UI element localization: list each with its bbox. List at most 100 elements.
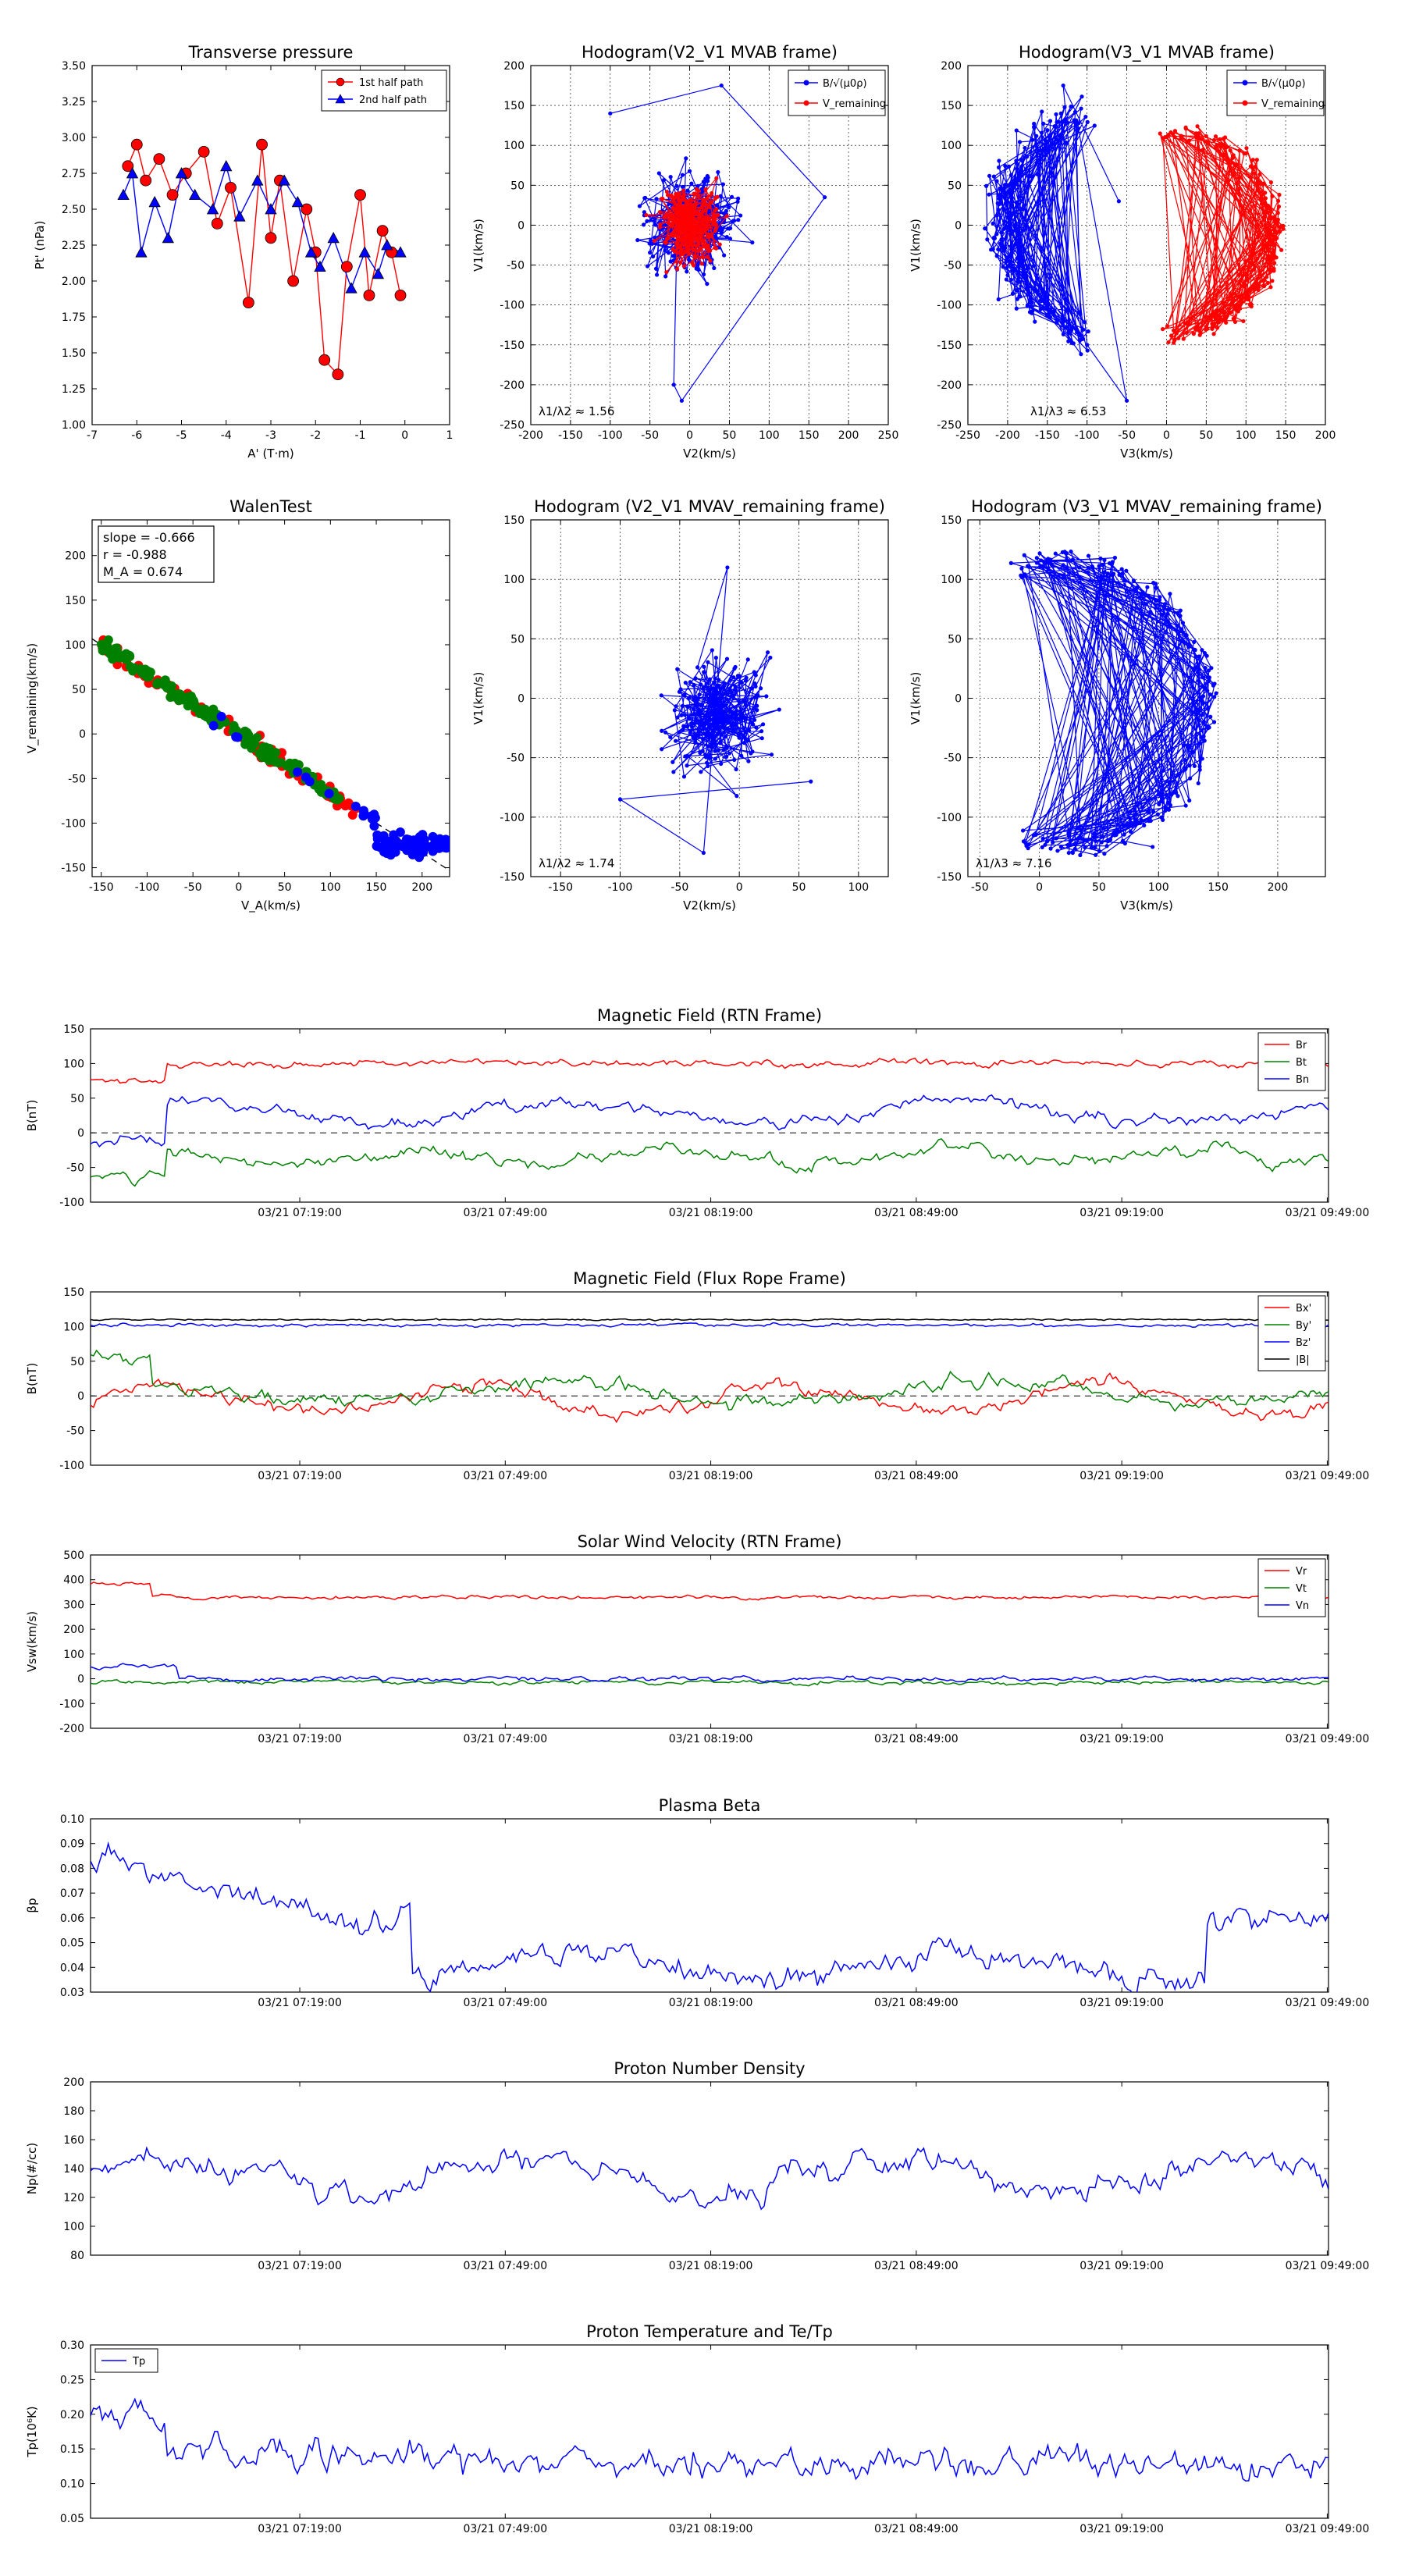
series-v-remaining-point [1019, 573, 1023, 578]
series-v-remaining-point [1211, 332, 1216, 336]
series-v-remaining-point [1090, 564, 1094, 569]
series-b-alfven-point [1037, 283, 1042, 287]
series-b-alfven-point [663, 274, 668, 279]
series-v-remaining-point [1174, 331, 1179, 336]
series-v-remaining-point [1186, 745, 1191, 750]
series-b-alfven-point [1116, 199, 1121, 204]
walen-point [194, 705, 204, 715]
series-v-remaining-point [681, 774, 687, 779]
walen-point [189, 696, 199, 706]
series-v-remaining-point [1166, 340, 1171, 345]
series-b-alfven-point [1069, 104, 1073, 109]
series-v-remaining-point [724, 754, 729, 759]
series-b-alfven-point [1044, 305, 1049, 310]
series-v-remaining-point [1272, 254, 1277, 259]
series-v-remaining-point [1078, 852, 1083, 858]
y-tick-label: 50 [70, 1356, 84, 1368]
y-tick-label: -50 [507, 753, 525, 765]
series-b-alfven-point [719, 230, 724, 235]
series-b-alfven-point [1048, 315, 1052, 320]
series-v-remaining-point [1086, 565, 1091, 570]
series-v-remaining-point [1196, 781, 1200, 786]
y-tick-label: 1.50 [62, 347, 86, 360]
series-v-remaining-point [1083, 845, 1087, 850]
x-tick-label: 50 [1092, 881, 1106, 894]
series-b-alfven-point [653, 222, 658, 227]
series-v-remaining-point [1094, 838, 1098, 844]
series-v-remaining-point [693, 712, 698, 717]
series-b-alfven-point [705, 282, 710, 286]
series-v-remaining-point [1188, 776, 1193, 781]
walen-point [143, 666, 153, 676]
series-b-alfven-point [706, 175, 710, 180]
y-tick-label: 100 [941, 574, 962, 586]
legend-marker [336, 77, 345, 87]
series-v-remaining-point [693, 254, 698, 259]
series-v-remaining-point [1102, 557, 1107, 563]
series-v-remaining-point [714, 697, 720, 702]
series-v-remaining-point [1268, 267, 1272, 272]
series-b-alfven-point [1006, 164, 1012, 169]
series-v-remaining-point [746, 759, 751, 763]
series-v-remaining-point [1237, 148, 1242, 153]
stats-line: slope = -0.666 [103, 530, 195, 545]
series-b-alfven-point [680, 173, 685, 177]
series-v-remaining-point [701, 850, 706, 856]
series-b-alfven-point [651, 254, 656, 259]
series-v-remaining-point [1264, 226, 1269, 232]
series-v-remaining-point [674, 210, 680, 215]
series-v-remaining-point [1183, 126, 1188, 131]
series-v-remaining-point [733, 688, 738, 692]
series-v-remaining-point [1180, 621, 1186, 625]
series-v-remaining-point [682, 713, 687, 717]
series-v-remaining-point [1272, 261, 1277, 265]
chart-mag_fr: 03/21 07:19:00 03/21 07:49:00 03/21 08:19:… [25, 1269, 1369, 1482]
x-tick-label: 03/21 09:49:00 [1286, 1733, 1370, 1745]
series-v-remaining-point [711, 696, 716, 701]
series-v-remaining-point [713, 700, 718, 706]
series-v-remaining-point [1078, 835, 1083, 840]
series-b-alfven-point [736, 218, 741, 222]
y-tick-label: 100 [65, 639, 86, 652]
series-v-remaining-point [674, 191, 678, 196]
series-v-remaining-point [702, 215, 707, 221]
series-b-alfven-point [719, 83, 724, 88]
series-v-remaining-point [1214, 691, 1218, 696]
series-v-remaining-point [1069, 550, 1073, 554]
series-b-alfven-point [653, 266, 659, 271]
series-v-remaining-point [684, 229, 688, 235]
chart-mag_rtn: 03/21 07:19:00 03/21 07:49:00 03/21 08:19:… [25, 1006, 1369, 1219]
series-b-alfven-point [670, 254, 675, 258]
series-b-alfven-point [1002, 195, 1007, 200]
series-v-remaining-point [1129, 820, 1134, 825]
y-tick-label: -200 [500, 379, 525, 392]
series-v-remaining-point [1235, 162, 1240, 167]
series-b-alfven-point [642, 210, 647, 215]
series-v-remaining-point [681, 264, 686, 269]
series-v-remaining-point [702, 731, 707, 736]
series-v-remaining-point [1264, 244, 1268, 248]
y-tick-label: 50 [510, 633, 525, 646]
series-v-remaining-point [1178, 608, 1183, 613]
series-v-remaining-point [732, 721, 737, 726]
series-v-remaining-point [1268, 258, 1274, 262]
series-v-remaining-point [691, 706, 695, 711]
y-tick-label: 100 [63, 2221, 84, 2233]
legend-marker [803, 80, 809, 86]
series-v-remaining-point [692, 683, 696, 688]
series-b-alfven-point [1000, 187, 1005, 192]
series-v-remaining-point [1100, 563, 1105, 568]
y-tick-label: 150 [503, 514, 525, 527]
point-2nd-half [162, 231, 174, 244]
series-v-remaining-point [1133, 587, 1137, 592]
series-v-remaining-point [714, 692, 720, 696]
series-v-remaining-point [724, 745, 728, 749]
x-tick-label: -7 [87, 429, 98, 442]
series-b-alfven-point [1007, 226, 1012, 230]
walen-point [249, 738, 259, 749]
series-v-remaining-point [1145, 585, 1150, 589]
x-tick-label: -2 [310, 429, 321, 442]
series-b-alfven-point [1048, 133, 1052, 138]
x-tick-label: 03/21 07:49:00 [463, 2523, 547, 2535]
y-tick-label: 3.50 [62, 60, 86, 73]
